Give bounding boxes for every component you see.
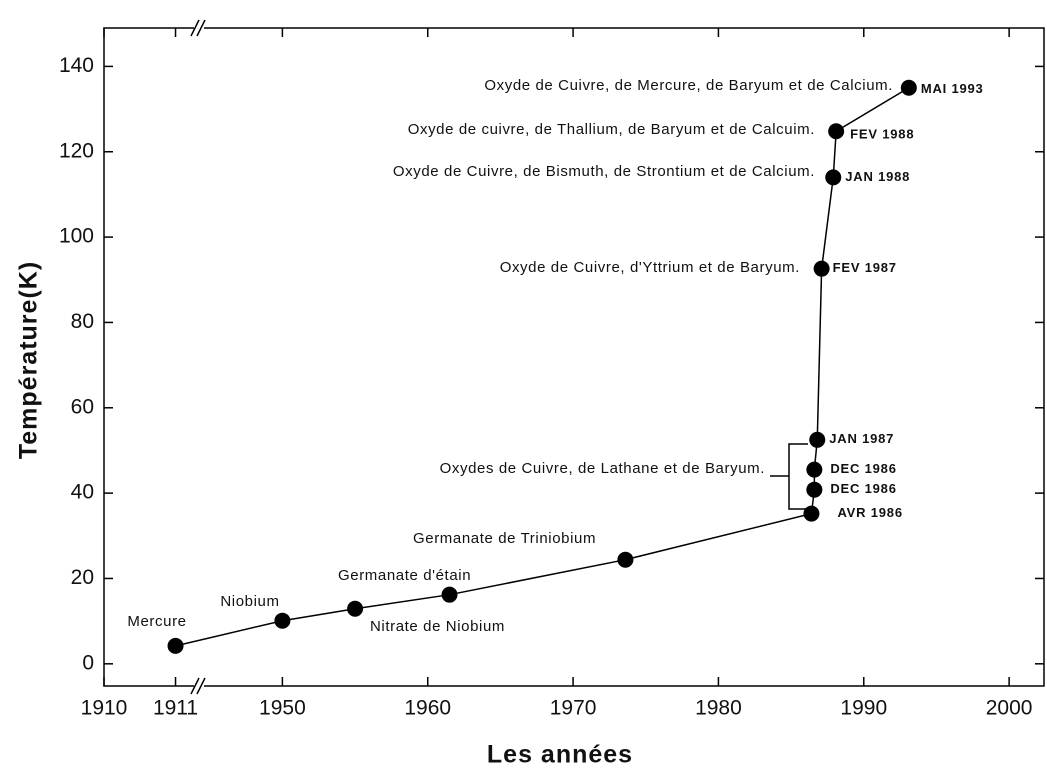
data-point	[900, 79, 917, 96]
axis-break	[190, 19, 206, 695]
y-tick-label: 100	[59, 225, 94, 248]
data-point	[441, 586, 458, 603]
data-point	[803, 505, 820, 522]
annotation: Oxyde de Cuivre, de Bismuth, de Strontiu…	[393, 163, 815, 180]
data-point	[809, 431, 826, 448]
x-tick-label: 1910	[81, 697, 128, 720]
y-tick-label: 60	[71, 395, 94, 418]
date-label: FEV 1988	[850, 127, 914, 142]
y-tick-label: 140	[59, 54, 94, 77]
break-gap	[194, 678, 204, 694]
annotation: Germanate de Triniobium	[413, 530, 596, 547]
x-tick-label: 1970	[550, 697, 597, 720]
data-point	[828, 123, 845, 140]
y-tick-label: 0	[82, 651, 94, 674]
x-tick-label: 2000	[986, 697, 1033, 720]
annotation: Oxyde de Cuivre, d'Yttrium et de Baryum.	[500, 259, 800, 276]
y-axis-title: Température(K)	[15, 261, 43, 459]
data-point	[813, 260, 830, 277]
data-point	[806, 461, 823, 478]
annotation: Oxyde de Cuivre, de Mercure, de Baryum e…	[484, 77, 893, 94]
date-label: JAN 1988	[845, 169, 910, 184]
x-tick-label: 1911	[153, 697, 198, 720]
y-tick-label: 120	[59, 139, 94, 162]
break-gap	[194, 20, 204, 36]
annotation: Mercure	[127, 613, 186, 630]
x-tick-label: 1990	[840, 697, 887, 720]
annotation: Oxyde de cuivre, de Thallium, de Baryum …	[408, 121, 815, 138]
data-point	[825, 169, 842, 186]
y-tick-label: 40	[71, 481, 94, 504]
y-tick-label: 20	[71, 566, 94, 589]
date-label: MAI 1993	[921, 81, 984, 96]
annotation: Niobium	[220, 593, 279, 610]
plot-frame	[103, 27, 1045, 687]
date-label: JAN 1987	[829, 431, 894, 446]
data-point	[347, 600, 364, 617]
x-tick-label: 1980	[695, 697, 742, 720]
annotation: Nitrate de Niobium	[370, 618, 505, 635]
data-point	[617, 551, 634, 568]
bracket	[770, 443, 808, 510]
date-label: DEC 1986	[830, 481, 896, 496]
x-tick-label: 1960	[404, 697, 451, 720]
x-axis-title: Les années	[487, 741, 633, 769]
date-label: DEC 1986	[830, 461, 896, 476]
data-point	[167, 637, 184, 654]
date-label: AVR 1986	[837, 505, 902, 520]
x-tick-label: 1950	[259, 697, 306, 720]
data-point	[274, 612, 291, 629]
annotation: Oxydes de Cuivre, de Lathane et de Baryu…	[440, 460, 765, 477]
data-point	[806, 481, 823, 498]
y-tick-label: 80	[71, 310, 94, 333]
date-label: FEV 1987	[833, 260, 897, 275]
annotation: Germanate d'étain	[338, 567, 471, 584]
